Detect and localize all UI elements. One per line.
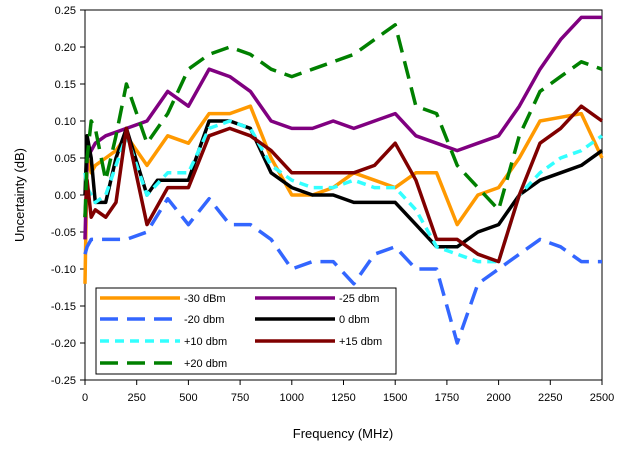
y-tick-label: -0.20 xyxy=(51,338,76,350)
legend-box xyxy=(95,287,397,375)
legend-label: 0 dbm xyxy=(339,314,370,326)
series-line-30-dbm xyxy=(83,104,604,284)
x-tick-label: 1500 xyxy=(383,392,407,404)
x-tick-label: 500 xyxy=(179,392,197,404)
x-tick-label: 750 xyxy=(231,392,249,404)
legend-label: +20 dbm xyxy=(184,358,227,370)
y-tick-label: -0.10 xyxy=(51,264,76,276)
y-tick-label: 0.05 xyxy=(55,153,76,165)
series-layer xyxy=(83,15,604,345)
y-axis-label: Uncertainty (dB) xyxy=(12,148,27,242)
series-line-0-dbm xyxy=(83,119,604,249)
x-tick-label: 2500 xyxy=(590,392,614,404)
x-tick-label: 1750 xyxy=(435,392,459,404)
legend-label: -20 dbm xyxy=(184,314,224,326)
x-tick-label: 1250 xyxy=(331,392,355,404)
series-line-25-dbm xyxy=(83,15,602,240)
y-tick-label: 0.00 xyxy=(55,190,76,202)
legend-label: +10 dbm xyxy=(184,336,227,348)
x-axis-label: Frequency (MHz) xyxy=(293,426,393,441)
x-axis-ticks: 0 250 500 750 1000 1250 1500 1750 2000 2250 2500 xyxy=(82,380,614,404)
legend-label: +15 dbm xyxy=(339,336,382,348)
y-tick-label: 0.20 xyxy=(55,42,76,54)
series-line-20-dbm xyxy=(83,196,602,345)
legend-label: -25 dbm xyxy=(339,293,379,305)
series-line-20-dbm xyxy=(83,23,603,218)
legend-label: -30 dBm xyxy=(184,293,226,305)
y-tick-label: 0.10 xyxy=(55,116,76,128)
y-tick-label: -0.15 xyxy=(51,301,76,313)
y-tick-label: -0.05 xyxy=(51,227,76,239)
y-axis-ticks: -0.25 -0.20 -0.15 -0.10 -0.05 0.00 0.05 0.10 0.1… xyxy=(51,5,85,387)
x-tick-label: 0 xyxy=(82,392,88,404)
y-tick-label: 0.25 xyxy=(55,5,76,17)
y-tick-label: -0.25 xyxy=(51,375,76,387)
x-tick-label: 1000 xyxy=(280,392,304,404)
legend: -30 dBm -25 dbm -20 dbm 0 dbm +10 dbm +15 dbm… xyxy=(95,287,397,375)
x-tick-label: 2250 xyxy=(538,392,562,404)
x-tick-label: 250 xyxy=(128,392,146,404)
x-tick-label: 2000 xyxy=(486,392,510,404)
y-tick-label: 0.15 xyxy=(55,79,76,91)
series-line-15-dbm xyxy=(83,104,604,264)
